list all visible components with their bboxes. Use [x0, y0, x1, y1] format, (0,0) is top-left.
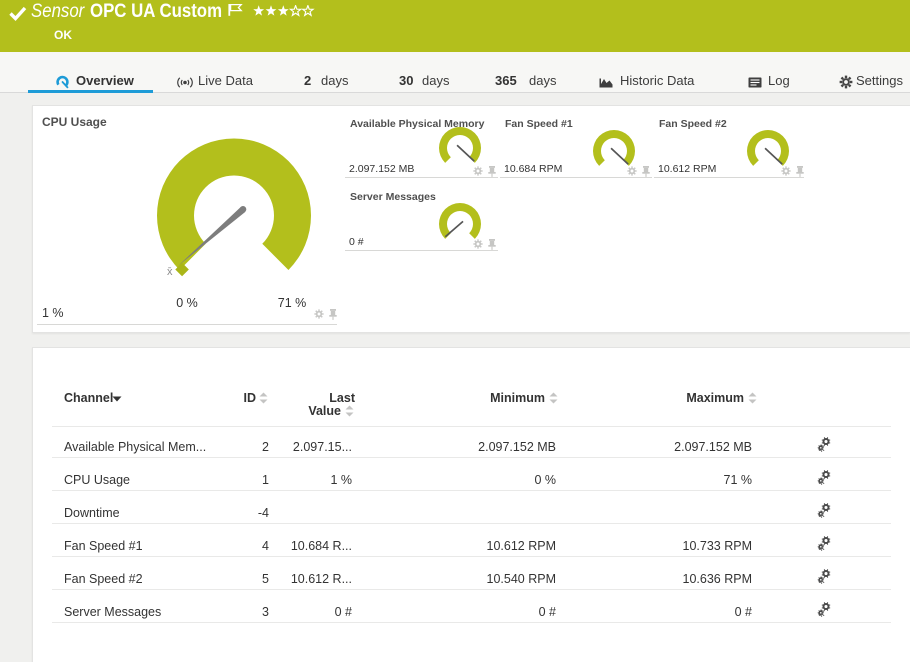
svg-text:x̄: x̄ — [167, 266, 173, 278]
